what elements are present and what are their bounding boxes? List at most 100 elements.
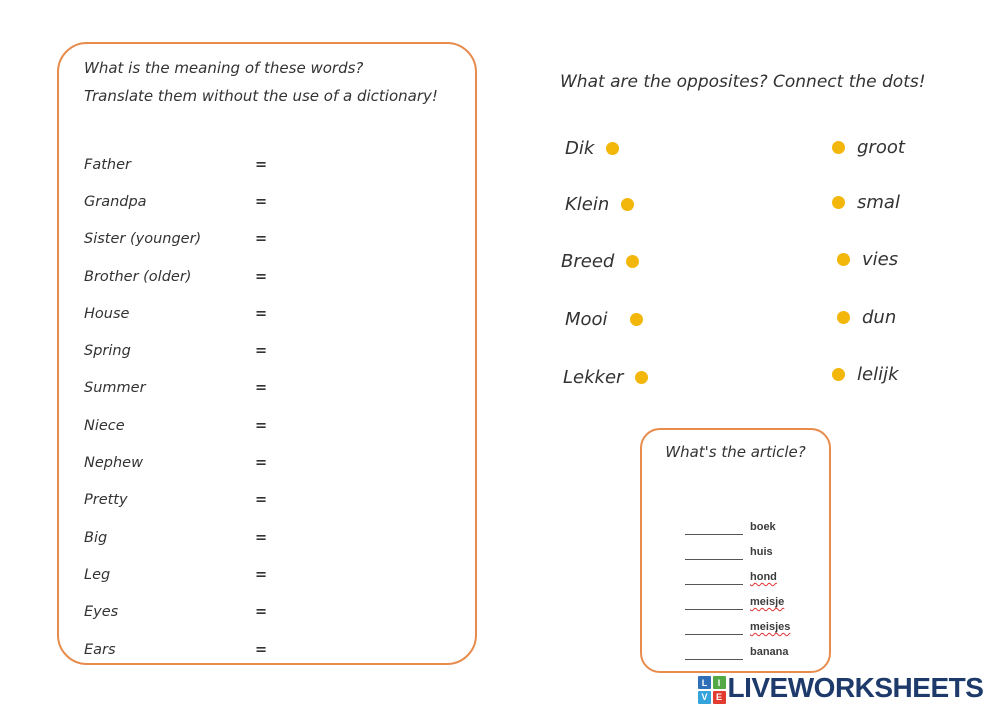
article-list: boek huis hond meisje meisjes banana [685,510,823,660]
translate-word: Brother (older) [84,268,192,285]
opposites-left-word: Klein [565,193,610,215]
article-blank-field[interactable] [685,521,743,535]
connect-dot[interactable] [621,197,635,211]
translate-word: Big [84,529,108,546]
liveworksheets-logo: L I V E LIVEWORKSHEETS [698,671,984,705]
translate-word: Sister (younger) [84,231,202,248]
opposites-right-word: lelijk [857,363,899,385]
article-word: meisje [750,596,785,608]
opposites-left-word: Breed [561,250,615,272]
article-row: meisjes [685,610,823,635]
connect-dot[interactable] [626,254,640,268]
translate-word: Pretty [84,492,128,509]
equals-sign: = [255,417,268,434]
translate-word: House [84,305,130,322]
article-word: huis [750,546,773,558]
equals-sign: = [255,455,268,472]
opposites-title: What are the opposites? Connect the dots… [560,72,926,92]
liveworksheets-logo-text: LIVEWORKSHEETS [727,672,984,703]
article-row: hond [685,560,823,585]
equals-sign: = [255,193,268,210]
equals-sign: = [255,268,268,285]
translate-word: Leg [84,566,111,583]
article-exercise-box: What's the article? boek huis hond meisj… [640,428,831,673]
opposites-right-row: dun [837,305,896,329]
article-row: huis [685,535,823,560]
article-blank-field[interactable] [685,646,743,660]
translate-row: House = [84,295,465,332]
translate-row: Leg = [84,556,465,593]
opposites-right-word: dun [862,306,897,328]
translate-row: Big = [84,519,465,556]
connect-dot[interactable] [606,141,620,155]
translate-word: Niece [84,417,125,434]
opposites-right-word: vies [862,248,899,270]
connect-dot[interactable] [635,370,649,384]
connect-dot[interactable] [832,195,845,209]
opposites-right-row: lelijk [832,362,899,386]
opposites-right-word: groot [857,136,905,158]
translate-instruction-line1: What is the meaning of these words? [84,59,364,77]
translate-word: Father [84,156,131,173]
opposites-left-word: Dik [565,137,595,159]
translate-row: Ears = [84,631,465,668]
logo-tile-i: I [712,676,726,689]
connect-dot[interactable] [837,310,850,324]
equals-sign: = [255,566,268,583]
translate-word: Spring [84,343,131,360]
logo-tile-e: E [712,690,726,704]
translate-row: Brother (older) = [84,258,465,295]
opposites-left-row: Dik [565,136,620,160]
translate-row: Nephew = [84,444,465,481]
opposites-right-row: vies [837,247,898,271]
opposites-right-row: groot [832,135,905,159]
connect-dot[interactable] [832,367,845,381]
article-word: banana [750,646,789,658]
article-title: What's the article? [665,443,806,461]
connect-dot[interactable] [837,252,850,266]
translate-row: Niece = [84,407,465,444]
connect-dot[interactable] [832,140,845,154]
translate-row: Summer = [84,370,465,407]
logo-tile-v: V [698,690,711,704]
equals-sign: = [255,604,268,621]
liveworksheets-logo-icon: L I V E [698,676,726,704]
equals-sign: = [255,492,268,509]
article-row: boek [685,510,823,535]
translate-word-list: Father = Grandpa = Sister (younger) = Br… [84,146,465,668]
article-word: hond [750,571,777,583]
translate-word: Nephew [84,455,143,472]
translate-row: Sister (younger) = [84,221,465,258]
article-blank-field[interactable] [685,571,743,585]
article-word: boek [750,521,776,533]
connect-dot[interactable] [629,312,643,326]
equals-sign: = [255,231,268,248]
translate-row: Spring = [84,332,465,369]
translate-row: Grandpa = [84,183,465,220]
translate-exercise-box: What is the meaning of these words? Tran… [57,42,477,665]
opposites-right-word: smal [857,191,900,213]
opposites-right-row: smal [832,190,900,214]
translate-instruction-line2: Translate them without the use of a dict… [84,87,438,105]
article-blank-field[interactable] [685,546,743,560]
equals-sign: = [255,305,268,322]
translate-instructions: What is the meaning of these words? Tran… [84,54,459,110]
translate-word: Grandpa [84,193,147,210]
opposites-left-word: Mooi [565,308,608,330]
opposites-left-row: Klein [565,192,635,216]
article-word: meisjes [750,621,791,633]
translate-word: Ears [84,641,116,658]
equals-sign: = [255,641,268,658]
article-row: meisje [685,585,823,610]
opposites-left-row: Lekker [563,365,649,389]
translate-row: Father = [84,146,465,183]
translate-row: Eyes = [84,594,465,631]
logo-tile-l: L [698,676,711,689]
translate-row: Pretty = [84,482,465,519]
translate-word: Summer [84,380,146,397]
article-blank-field[interactable] [685,621,743,635]
opposites-left-row: Breed [561,249,640,273]
article-blank-field[interactable] [685,596,743,610]
equals-sign: = [255,343,268,360]
